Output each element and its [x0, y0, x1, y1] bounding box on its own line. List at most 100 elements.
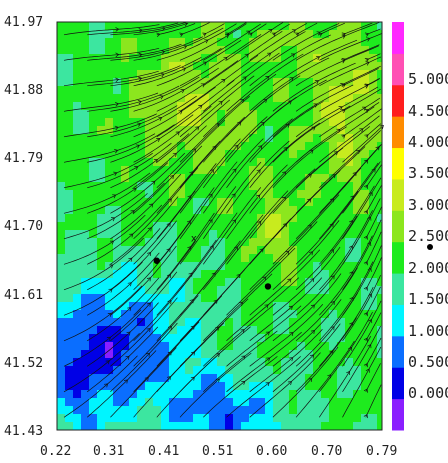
speed-cell — [281, 70, 290, 79]
streamline — [203, 73, 277, 138]
speed-cell — [105, 182, 114, 191]
speed-cell — [297, 134, 306, 143]
speed-cell — [65, 126, 74, 135]
speed-cell — [193, 86, 202, 95]
speed-cell — [113, 358, 122, 367]
speed-cell — [57, 310, 66, 319]
speed-cell — [217, 238, 226, 247]
speed-cell — [345, 398, 354, 407]
speed-cell — [177, 254, 186, 263]
speed-cell — [369, 278, 378, 287]
speed-cell — [329, 342, 338, 351]
speed-cell — [241, 382, 250, 391]
speed-cell — [129, 54, 138, 63]
speed-cell — [129, 334, 138, 343]
streamline — [179, 298, 249, 367]
speed-cell — [297, 230, 306, 239]
speed-cell — [265, 366, 274, 375]
speed-cell — [225, 102, 234, 111]
speed-cell — [289, 198, 298, 207]
speed-cell — [177, 278, 186, 287]
streamline-arrowhead — [307, 198, 312, 203]
streamline — [179, 326, 251, 393]
speed-cell — [337, 334, 346, 343]
speed-cell — [361, 214, 370, 223]
speed-cell — [321, 22, 330, 31]
speed-cell — [313, 78, 322, 87]
speed-cell — [89, 134, 98, 143]
speed-cell — [193, 254, 202, 263]
speed-cell — [297, 182, 306, 191]
speed-cell — [81, 182, 90, 191]
speed-cell — [321, 182, 330, 191]
streamline-arrowhead — [330, 300, 335, 306]
speed-cell — [273, 302, 282, 311]
speed-cell — [369, 294, 378, 303]
speed-cell — [193, 398, 202, 407]
speed-cell — [73, 46, 82, 55]
speed-cell — [193, 198, 202, 207]
speed-cell — [57, 30, 66, 39]
speed-cell — [273, 382, 282, 391]
speed-cell — [281, 294, 290, 303]
speed-cell — [105, 310, 114, 319]
speed-cell — [129, 142, 138, 151]
streamline — [295, 21, 380, 61]
speed-cell — [353, 398, 362, 407]
speed-cell — [97, 166, 106, 175]
speed-cell — [241, 118, 250, 127]
speed-cell — [377, 54, 383, 63]
speed-cell — [185, 406, 194, 415]
speed-cell — [217, 246, 226, 255]
speed-cell — [345, 166, 354, 175]
speed-cell — [153, 422, 162, 431]
speed-cell — [73, 278, 82, 287]
legend-marker-dot — [427, 244, 433, 250]
streamline — [156, 99, 231, 163]
speed-cell — [129, 326, 138, 335]
speed-cell — [265, 246, 274, 255]
speed-cell — [305, 158, 314, 167]
speed-cell — [329, 214, 338, 223]
speed-cell — [249, 206, 258, 215]
speed-cell — [169, 358, 178, 367]
speed-cell — [73, 238, 82, 247]
streamline-arrowhead — [363, 235, 368, 240]
streamline — [156, 40, 242, 87]
speed-cell — [233, 62, 242, 71]
speed-cell — [313, 166, 322, 175]
speed-cell — [209, 38, 218, 47]
speed-cell — [145, 294, 154, 303]
speed-cell — [193, 30, 202, 39]
speed-cell — [201, 262, 210, 271]
speed-cell — [329, 286, 338, 295]
streamline — [272, 84, 354, 138]
speed-cell — [161, 150, 170, 159]
speed-cell — [313, 182, 322, 191]
speed-cell — [129, 286, 138, 295]
speed-cell — [297, 214, 306, 223]
speed-cell — [177, 54, 186, 63]
speed-cell — [369, 390, 378, 399]
streamline-arrowhead — [156, 138, 161, 142]
streamline-arrowhead — [167, 351, 172, 356]
streamline — [179, 34, 262, 87]
speed-cell — [57, 246, 66, 255]
speed-cell — [73, 406, 82, 415]
speed-cell — [289, 134, 298, 143]
speed-cell — [177, 374, 186, 383]
speed-cell — [81, 374, 90, 383]
streamline — [110, 36, 203, 61]
speed-cell — [169, 78, 178, 87]
speed-cell — [121, 238, 130, 247]
speed-cell — [161, 174, 170, 183]
speed-cell — [297, 62, 306, 71]
speed-cell — [177, 198, 186, 207]
speed-cell — [121, 54, 130, 63]
speed-cell — [153, 54, 162, 63]
speed-cell — [89, 54, 98, 63]
speed-cell — [297, 310, 306, 319]
speed-cell — [161, 318, 170, 327]
speed-cell — [193, 94, 202, 103]
speed-cell — [225, 302, 234, 311]
